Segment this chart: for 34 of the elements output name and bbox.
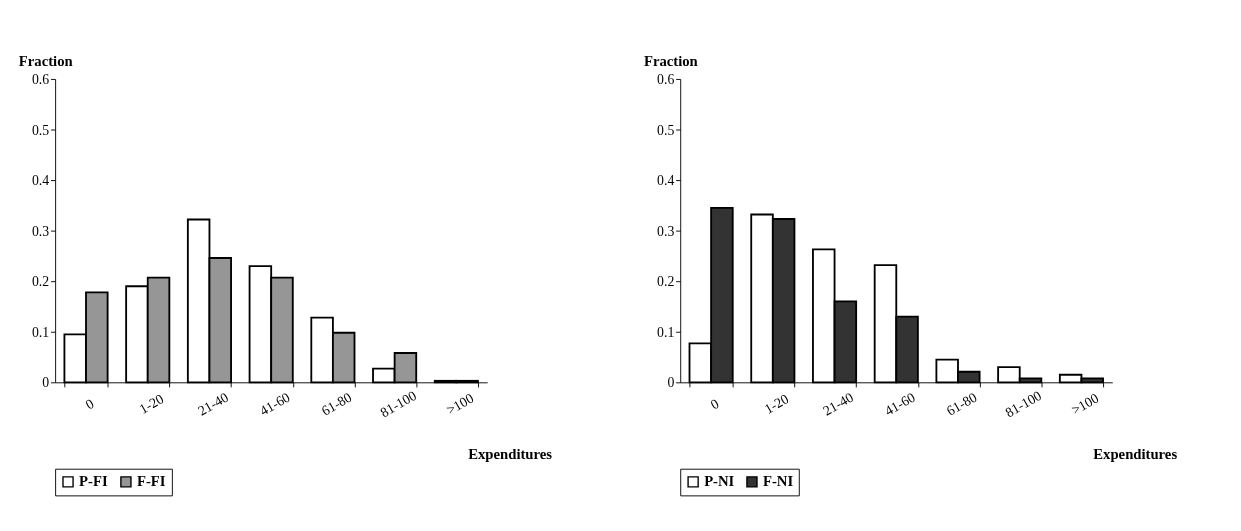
y-tick-label: 0.5 — [31, 122, 50, 138]
x-tick-label: 21-40 — [820, 389, 857, 419]
y-tick-label: 0.6 — [31, 72, 50, 88]
y-tick-label: 0.4 — [31, 173, 50, 189]
y-tick-label: 0.1 — [657, 324, 675, 340]
y-tick-label: 0.6 — [657, 72, 675, 88]
x-tick-label: 61-80 — [944, 389, 980, 419]
x-tick-label: 21-40 — [195, 389, 231, 419]
y-tick-label: 0 — [42, 375, 50, 391]
y-tick-label: 0 — [667, 375, 675, 391]
x-tick-label: >100 — [1069, 390, 1102, 418]
x-axis-title: Expenditures — [1093, 446, 1178, 463]
x-tick-label: 1-20 — [136, 391, 167, 417]
x-tick-label: 0 — [708, 395, 722, 413]
y-tick-label: 0.2 — [657, 274, 675, 290]
legend-label: F-NI — [762, 473, 794, 490]
y-tick-label: 0.3 — [31, 223, 50, 239]
y-tick-label: 0.3 — [657, 223, 675, 239]
legend-label: P-FI — [79, 473, 108, 490]
x-axis-title: Expenditures — [468, 446, 553, 463]
x-tick-label: 1-20 — [761, 391, 792, 417]
y-axis-title: Fraction — [18, 52, 73, 69]
x-tick-label: 41-60 — [882, 389, 918, 419]
y-tick-label: 0.2 — [31, 274, 50, 290]
x-tick-label: 0 — [83, 395, 97, 413]
y-tick-label: 0.1 — [31, 324, 50, 340]
y-tick-label: 0.4 — [657, 173, 675, 189]
legend-label: P-NI — [704, 473, 735, 490]
y-axis-title: Fraction — [643, 52, 698, 69]
x-tick-label: >100 — [444, 390, 477, 418]
legend-label: F-FI — [136, 473, 166, 490]
x-tick-label: 41-60 — [257, 389, 293, 419]
x-tick-label: 61-80 — [318, 389, 355, 419]
y-tick-label: 0.5 — [657, 122, 675, 138]
